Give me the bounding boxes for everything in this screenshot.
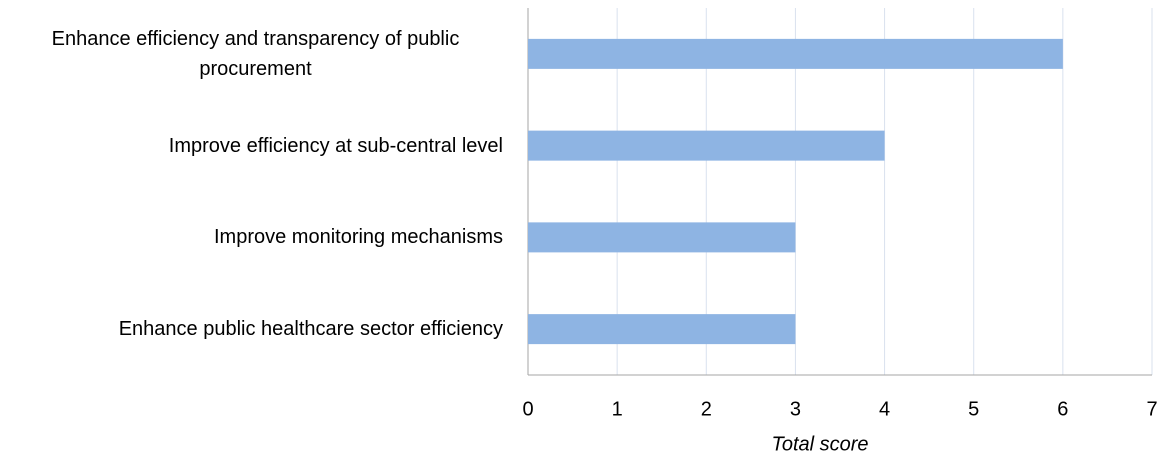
x-tick-label: 4: [879, 398, 890, 420]
y-tick-label: Improve monitoring mechanisms: [214, 226, 503, 249]
bar: [528, 38, 1063, 69]
bar: [528, 130, 885, 161]
y-tick-label: Enhance public healthcare sector efficie…: [118, 318, 503, 341]
x-tick-label: 1: [612, 398, 623, 420]
x-tick-label: 5: [968, 398, 979, 420]
x-tick-label: 0: [522, 398, 533, 420]
x-tick-label: 3: [790, 398, 801, 420]
x-tick-label: 2: [701, 398, 712, 420]
y-tick-label-box: Enhance efficiency and transparency of p…: [3, 24, 503, 84]
x-tick-label: 7: [1146, 398, 1157, 420]
bar: [528, 222, 796, 253]
y-tick-label-box: Enhance public healthcare sector efficie…: [3, 314, 503, 344]
bar: [528, 314, 796, 345]
x-tick-label: 6: [1057, 398, 1068, 420]
x-axis-label: Total score: [771, 433, 868, 455]
y-tick-label: Enhance efficiency and transparency of p…: [51, 27, 460, 80]
y-tick-label: Improve efficiency at sub-central level: [168, 134, 503, 157]
y-tick-label-box: Improve monitoring mechanisms: [3, 222, 503, 252]
y-tick-label-box: Improve efficiency at sub-central level: [3, 131, 503, 161]
